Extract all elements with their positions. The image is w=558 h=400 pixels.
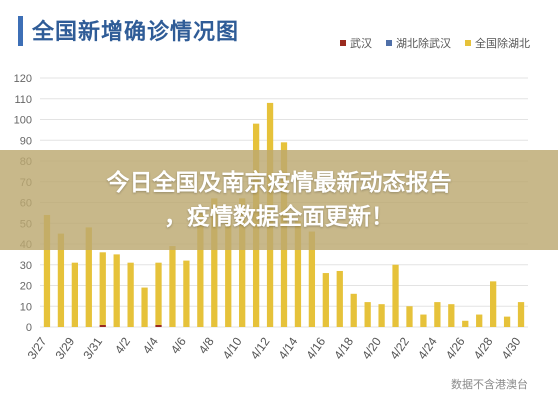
x-tick-label: 4/30 [499,334,524,361]
y-tick-label: 30 [20,260,32,272]
bar-national [406,306,413,327]
x-tick-label: 4/28 [471,334,496,361]
bar-national [517,302,525,327]
bar-national [225,219,232,327]
bar-national [141,287,148,327]
legend-swatch-wuhan [340,40,346,46]
x-tick-label: 4/16 [303,334,328,361]
bar-national [434,302,441,327]
bar-national [85,227,92,327]
x-tick-label: 4/8 [196,334,217,356]
x-tick-label: 4/20 [359,334,384,361]
bar-national [490,281,497,327]
chart-title: 全国新增确诊情况图 [32,19,240,44]
x-tick-label: 4/6 [168,334,189,356]
legend-item-wuhan: 武汉 [340,35,372,51]
y-tick-label: 110 [14,94,32,106]
legend: 武汉 湖北除武汉 全国除湖北 [340,35,530,51]
bar-national [420,314,427,327]
bar-national [476,314,483,327]
bar-national [448,304,455,327]
bar-national [155,262,162,325]
y-tick-label: 120 [14,73,32,85]
bar-national [127,262,134,327]
bar-national [239,198,246,327]
source-note: 数据不含港澳台 [451,379,528,391]
x-tick-label: 4/2 [112,334,133,356]
headline-line-2: ，疫情数据全面更新！ [164,204,394,230]
bar-national [308,231,316,327]
bar-national [169,246,176,327]
bar-national [57,233,65,327]
bar-wuhan [155,324,162,327]
bar-national [336,270,343,327]
x-tick-label: 4/10 [220,334,245,361]
bar-wuhan [99,324,106,327]
bar-national [462,320,469,327]
bar-national [43,214,51,327]
bar-national [364,302,371,327]
y-tick-label: 100 [14,115,32,127]
legend-label-hubei-ex-wuhan: 湖北除武汉 [396,38,451,50]
x-tick-label: 3/27 [25,334,50,361]
bar-national [99,252,106,325]
bar-national [71,262,78,327]
y-tick-label: 10 [20,301,32,313]
y-tick-label: 0 [26,322,32,334]
x-tick-label: 3/29 [52,334,77,361]
x-tick-label: 4/14 [276,334,301,361]
legend-swatch-hubei-ex-wuhan [386,40,392,46]
headline-banner: 今日全国及南京疫情最新动态报告 ，疫情数据全面更新！ [0,150,558,250]
legend-label-national-ex-hubei: 全国除湖北 [475,38,530,50]
legend-swatch-national-ex-hubei [465,40,471,46]
x-tick-label: 4/18 [331,334,356,361]
bar-national [294,221,302,327]
x-tick-label: 4/26 [443,334,468,361]
y-tick-label: 20 [20,281,32,293]
bar-national [322,273,329,327]
legend-item-hubei-ex-wuhan: 湖北除武汉 [386,35,451,51]
bar-national [378,304,385,327]
x-tick-label: 4/22 [387,334,412,361]
bar-national [392,264,399,327]
legend-item-national-ex-hubei: 全国除湖北 [465,35,530,51]
bar-national [503,316,511,327]
bar-national [183,260,190,327]
legend-label-wuhan: 武汉 [350,38,372,50]
title-accent-bar [18,16,23,46]
bar-national [211,198,218,327]
y-tick-label: 90 [20,135,32,147]
x-tick-label: 4/12 [248,334,273,361]
bar-national [113,254,120,327]
bar-national [197,212,204,327]
headline-line-1: 今日全国及南京疫情最新动态报告 [106,170,452,196]
bar-national [350,293,357,327]
x-tick-label: 4/24 [415,334,440,361]
x-tick-label: 4/4 [140,334,161,356]
x-tick-label: 3/31 [80,334,105,361]
